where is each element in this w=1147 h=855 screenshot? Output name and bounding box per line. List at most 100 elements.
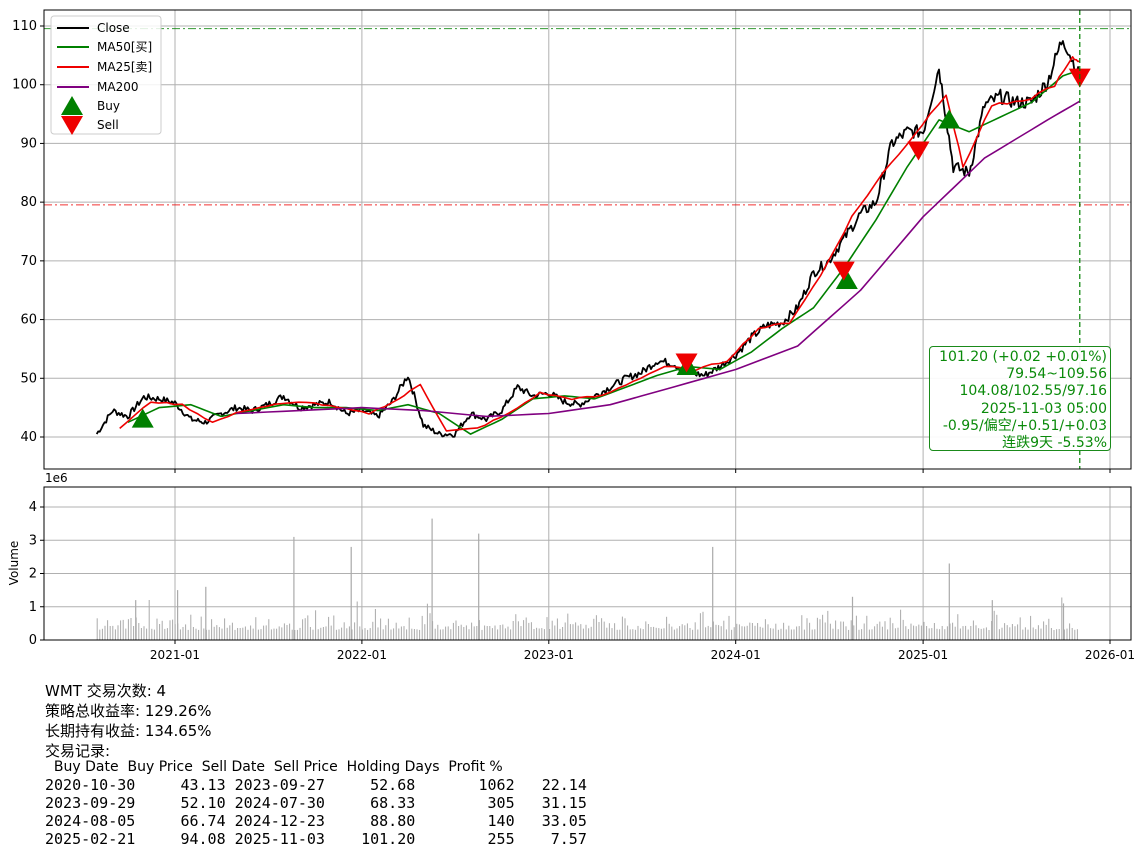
volume-bar — [801, 615, 803, 640]
volume-bar — [200, 616, 202, 640]
volume-bar — [195, 628, 197, 640]
volume-bar — [138, 623, 140, 640]
volume-bar — [876, 623, 878, 640]
volume-bar — [127, 619, 129, 640]
volume-bar — [1076, 629, 1078, 640]
volume-bar — [637, 625, 639, 640]
volume-bar — [933, 623, 935, 640]
volume-bar-peak — [205, 586, 207, 640]
volume-bar — [632, 629, 634, 640]
volume-xticks: 2021-01 2022-01 2023-01 2024-01 2025-01 2026-… — [150, 640, 1135, 662]
volume-bar — [601, 618, 603, 640]
volume-bar — [897, 627, 899, 640]
volume-bar — [923, 621, 925, 640]
volume-bar — [889, 617, 891, 640]
volume-bar — [767, 624, 769, 640]
volume-bar — [536, 627, 538, 640]
volume-bar — [614, 623, 616, 640]
volume-bar — [1014, 626, 1016, 640]
volume-bar — [551, 620, 553, 640]
volume-bar — [798, 626, 800, 640]
volume-bar — [936, 628, 938, 640]
volume-bar — [172, 619, 174, 640]
volume-bar — [315, 610, 317, 640]
volume-bar — [699, 613, 701, 640]
info-datetime: 2025-11-03 05:00 — [980, 400, 1107, 417]
volume-bar — [403, 626, 405, 640]
volume-bar — [569, 624, 571, 640]
volume-bar — [322, 627, 324, 640]
volume-bar — [991, 621, 993, 640]
volume-bar — [975, 625, 977, 640]
volume-bar — [143, 626, 145, 640]
volume-bar — [816, 617, 818, 640]
volume-bar — [879, 621, 881, 640]
trade-table: Buy Date Buy Price Sell Date Sell Price … — [45, 759, 587, 848]
volume-bar — [471, 622, 473, 640]
volume-bar — [590, 626, 592, 640]
volume-bar — [679, 626, 681, 640]
volume-bar — [686, 623, 688, 640]
volume-xtick-label: 2023-01 — [524, 648, 574, 662]
volume-bar — [494, 625, 496, 640]
volume-bar — [580, 624, 582, 640]
volume-bar — [296, 629, 298, 640]
volume-ytick-label: 4 — [29, 500, 37, 515]
price-ytick-label: 50 — [20, 371, 37, 386]
volume-bar — [408, 617, 410, 640]
volume-bar — [125, 628, 127, 640]
volume-bar — [307, 615, 309, 640]
volume-bar — [702, 611, 704, 640]
volume-bar — [900, 609, 902, 640]
volume-bar — [361, 629, 363, 640]
volume-bar — [1061, 597, 1063, 640]
volume-bar — [993, 610, 995, 640]
volume-bar — [265, 625, 267, 640]
volume-bar — [528, 622, 530, 640]
volume-bar — [762, 627, 764, 640]
volume-bar — [1074, 629, 1076, 640]
volume-bar — [835, 620, 837, 640]
volume-bar — [920, 625, 922, 640]
volume-bar — [309, 627, 311, 640]
volume-bar — [120, 620, 122, 640]
volume-bar — [603, 621, 605, 640]
volume-axis-label: Volume — [7, 541, 21, 586]
price-markers — [131, 68, 1091, 428]
volume-bar — [793, 629, 795, 640]
volume-bar — [559, 628, 561, 640]
volume-bar — [562, 627, 564, 640]
volume-bar — [517, 621, 519, 640]
volume-bar — [502, 624, 504, 640]
volume-bar — [736, 623, 738, 640]
volume-bar — [278, 626, 280, 640]
volume-bar — [928, 628, 930, 640]
volume-bar — [411, 628, 413, 640]
legend: Close MA50[买] MA25[卖] MA200 Buy Sell — [50, 15, 162, 135]
volume-bar — [515, 614, 517, 640]
volume-bar — [273, 628, 275, 640]
volume-bar — [164, 628, 166, 640]
volume-xtick-label: 2022-01 — [337, 648, 387, 662]
trade-row: 2023-09-29 52.10 2024-07-30 68.33 305 31… — [45, 794, 587, 812]
volume-bar — [1001, 627, 1003, 640]
legend-buy-marker — [61, 96, 83, 115]
volume-bar — [299, 627, 301, 640]
volume-bar — [442, 629, 444, 640]
volume-bar — [962, 626, 964, 640]
volume-bar — [894, 628, 896, 640]
volume-bar — [725, 629, 727, 640]
volume-bar — [645, 621, 647, 640]
volume-bar — [915, 626, 917, 640]
volume-bar — [970, 626, 972, 640]
volume-bar — [387, 618, 389, 640]
volume-bar — [468, 629, 470, 640]
volume-bar — [543, 629, 545, 640]
volume-bar — [221, 628, 223, 640]
volume-bar — [671, 626, 673, 640]
volume-bar — [1050, 628, 1052, 640]
volume-bar — [1048, 618, 1050, 640]
volume-bar — [663, 628, 665, 640]
volume-bar — [510, 629, 512, 640]
volume-yticks: 0 1 2 3 4 — [29, 500, 44, 648]
